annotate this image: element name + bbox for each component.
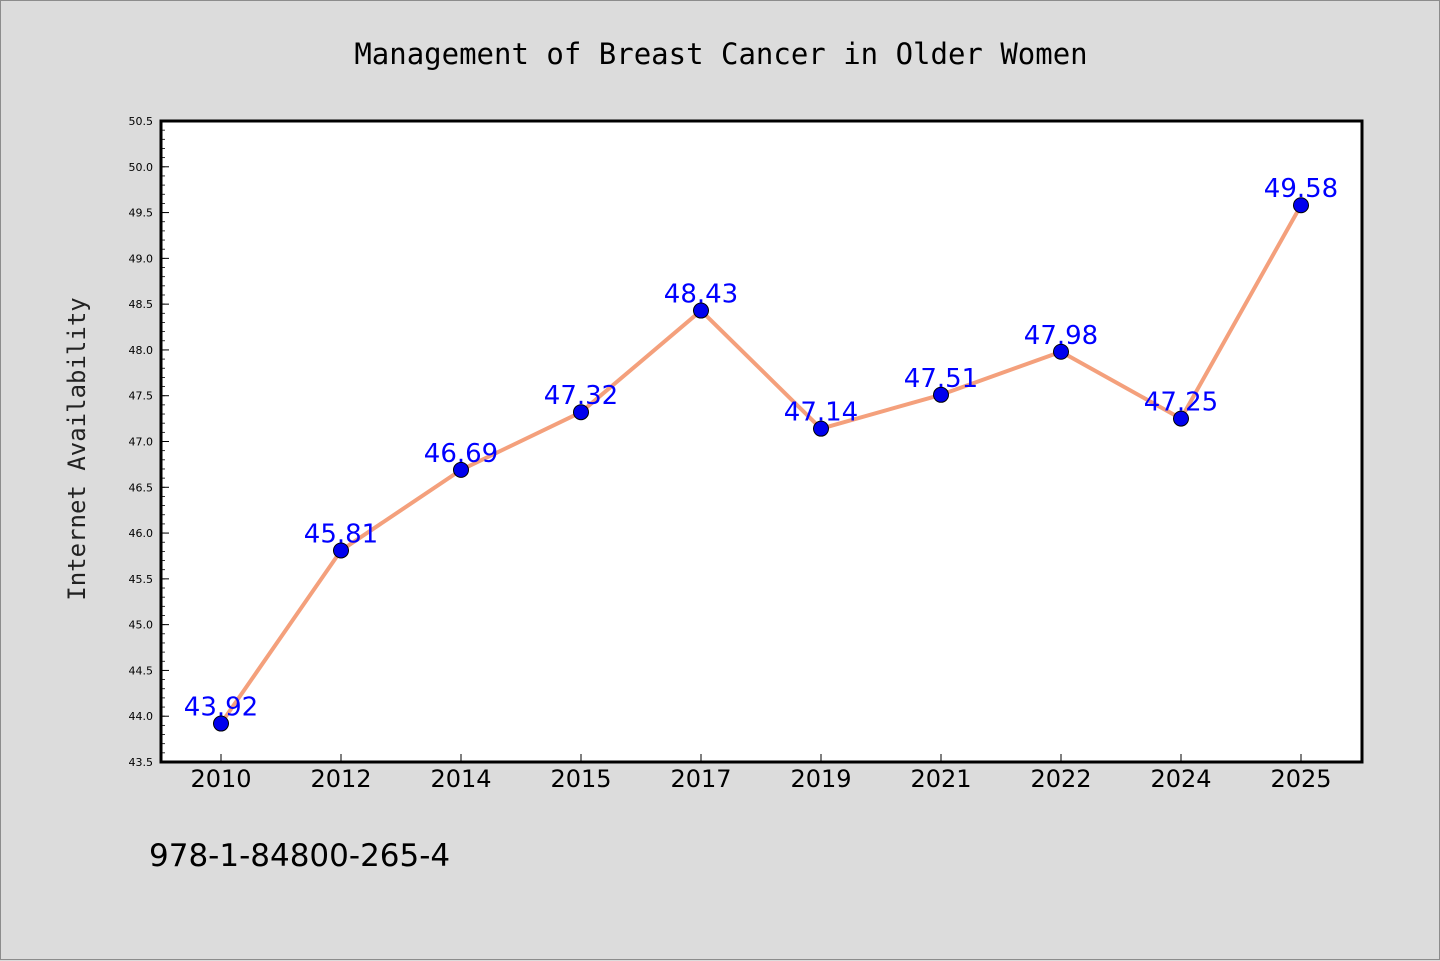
y-tick-label: 50.5 bbox=[129, 115, 154, 128]
x-tick-label: 2025 bbox=[1270, 765, 1331, 793]
data-point bbox=[453, 461, 469, 478]
data-label: 46.69 bbox=[424, 439, 498, 469]
x-tick-label: 2024 bbox=[1150, 765, 1211, 793]
plot-area bbox=[161, 121, 1362, 762]
y-tick-label: 45.0 bbox=[129, 619, 154, 632]
data-point bbox=[1173, 410, 1189, 427]
data-label: 47.32 bbox=[544, 381, 618, 411]
y-tick-label: 49.0 bbox=[129, 252, 154, 265]
y-tick-label: 46.0 bbox=[129, 527, 154, 540]
data-point bbox=[1053, 343, 1069, 360]
data-label: 47.98 bbox=[1024, 321, 1098, 351]
footer-isbn: 978-1-84800-265-4 bbox=[149, 838, 450, 874]
data-point bbox=[1293, 197, 1309, 214]
data-label: 47.51 bbox=[904, 364, 978, 394]
data-point bbox=[333, 542, 349, 559]
y-tick-label: 46.5 bbox=[129, 481, 154, 494]
y-axis-label: Internet Availability bbox=[63, 297, 91, 600]
y-tick-label: 47.0 bbox=[129, 436, 154, 449]
data-label: 49.58 bbox=[1264, 174, 1338, 204]
data-point bbox=[693, 302, 709, 319]
x-tick-label: 2014 bbox=[430, 765, 491, 793]
y-tick-label: 50.0 bbox=[129, 161, 154, 174]
x-tick-label: 2010 bbox=[190, 765, 251, 793]
y-tick-label: 49.5 bbox=[129, 207, 154, 220]
data-label: 47.25 bbox=[1144, 388, 1218, 418]
series-line bbox=[219, 204, 1303, 725]
y-tick-label: 48.0 bbox=[129, 344, 154, 357]
data-label: 47.14 bbox=[784, 398, 858, 428]
data-point bbox=[213, 715, 229, 732]
x-tick-label: 2021 bbox=[910, 765, 971, 793]
data-point bbox=[813, 420, 829, 437]
plot-border bbox=[159, 119, 1364, 764]
y-tick-label: 43.5 bbox=[129, 756, 154, 769]
data-label: 43.92 bbox=[184, 693, 258, 723]
chart-title: Management of Breast Cancer in Older Wom… bbox=[354, 37, 1087, 71]
data-point bbox=[933, 386, 949, 403]
y-tick-label: 44.0 bbox=[129, 710, 154, 723]
x-tick-label: 2012 bbox=[310, 765, 371, 793]
data-label: 45.81 bbox=[304, 519, 378, 549]
x-tick-label: 2015 bbox=[550, 765, 611, 793]
y-tick-label: 45.5 bbox=[129, 573, 154, 586]
y-tick-label: 48.5 bbox=[129, 298, 154, 311]
y-tick-label: 44.5 bbox=[129, 664, 154, 677]
data-labels: 43.92 45.81 46.69 47.32 48.43 47.14 47.51 47.98… bbox=[184, 174, 1338, 722]
data-point bbox=[573, 404, 589, 421]
series-layer bbox=[213, 197, 1309, 732]
x-tick-label: 2019 bbox=[790, 765, 851, 793]
x-tick-label: 2022 bbox=[1030, 765, 1091, 793]
data-label: 48.43 bbox=[664, 280, 738, 310]
y-tick-label: 47.5 bbox=[129, 390, 154, 403]
y-axis: 43.5 44.0 44.5 45.0 45.5 46.0 46.5 47.0 47.5 48.0… bbox=[129, 115, 169, 769]
x-axis: 2010 2012 2014 2015 2017 2019 2021 2022 2024 2025 bbox=[190, 754, 1332, 793]
x-tick-label: 2017 bbox=[670, 765, 731, 793]
